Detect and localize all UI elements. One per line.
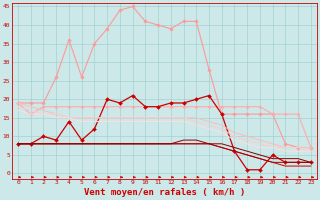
X-axis label: Vent moyen/en rafales ( km/h ): Vent moyen/en rafales ( km/h ) [84,188,245,197]
